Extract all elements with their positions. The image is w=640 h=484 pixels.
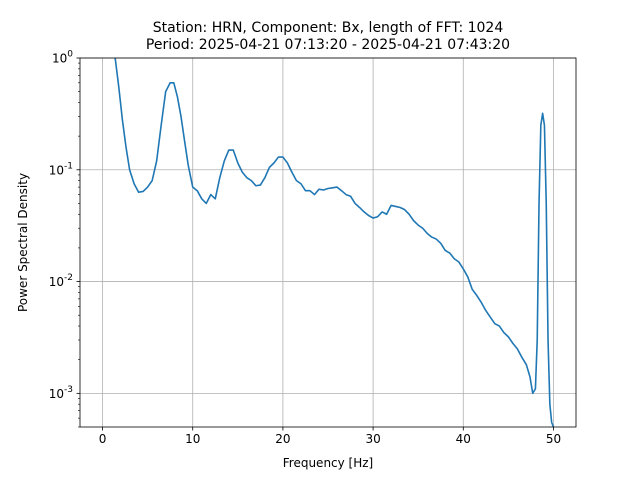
chart-title-line1: Station: HRN, Component: Bx, length of F… [153,20,504,36]
y-tick-label: 10-1 [49,161,73,177]
x-tick-label: 10 [185,432,200,446]
y-tick-label: 10-3 [49,385,73,401]
psd-series-line [114,58,555,427]
plot-area [80,58,576,427]
x-tick-label: 30 [365,432,380,446]
y-tick-label: 100 [52,50,73,66]
x-ticks: 0 10 20 30 40 50 [99,427,561,446]
x-tick-label: 0 [99,432,107,446]
axes-frame [79,57,577,428]
x-tick-label: 50 [546,432,561,446]
y-axis-label: Power Spectral Density [16,173,30,312]
series-layer [114,58,555,427]
y-ticks: 10-3 10-2 10-1 100 [49,50,80,428]
x-tick-label: 20 [275,432,290,446]
chart-title-line2: Period: 2025-04-21 07:13:20 - 2025-04-21… [146,37,510,53]
y-tick-label: 10-2 [49,273,73,289]
x-tick-label: 40 [456,432,471,446]
x-axis-label: Frequency [Hz] [283,456,374,470]
